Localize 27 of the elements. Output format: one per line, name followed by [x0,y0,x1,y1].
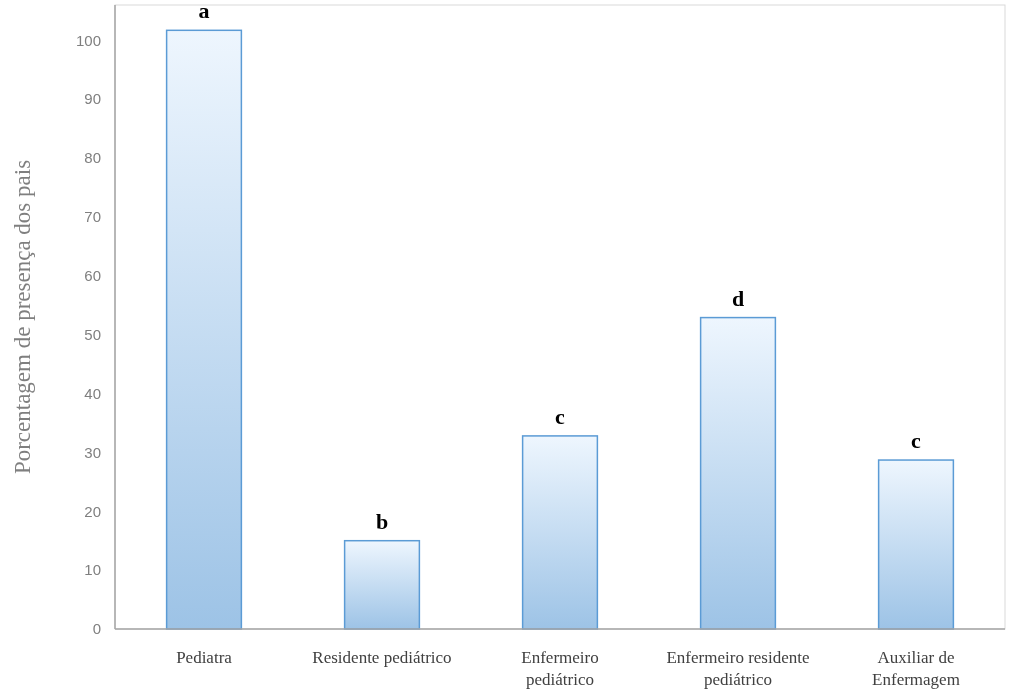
y-tick-label: 80 [84,149,101,167]
y-tick-label: 10 [84,561,101,579]
x-tick-label: Pediatra [176,648,233,667]
bar [877,459,955,630]
annotation: c [555,403,566,429]
bar [343,539,421,630]
x-tick-label: Residente pediátrico [312,648,452,667]
annotation: b [375,508,389,534]
y-tick-label: 20 [84,502,101,520]
annotation: c [911,428,922,454]
y-tick-label: 40 [84,384,101,402]
y-tick-label: 90 [84,90,101,108]
x-tick-label: Enfermeiro pediátrico [521,648,599,689]
y-tick-label: 0 [92,620,101,638]
y-tick-label: 70 [84,208,101,226]
bar [521,435,599,630]
annotation: d [731,285,745,311]
y-tick-label: 50 [84,325,101,343]
y-axis-title: Porcentagem de presença dos pais [10,159,35,475]
x-tick-label: Auxiliar de Enfermagem [872,648,960,689]
bar [699,316,777,630]
annotation: a [198,0,210,24]
y-tick-label: 30 [84,443,101,461]
x-tick-label: Enfermeiro residente pediátrico [666,648,810,689]
y-tick-label: 60 [84,267,101,285]
y-tick-label: 100 [75,31,101,49]
bar [165,29,243,630]
